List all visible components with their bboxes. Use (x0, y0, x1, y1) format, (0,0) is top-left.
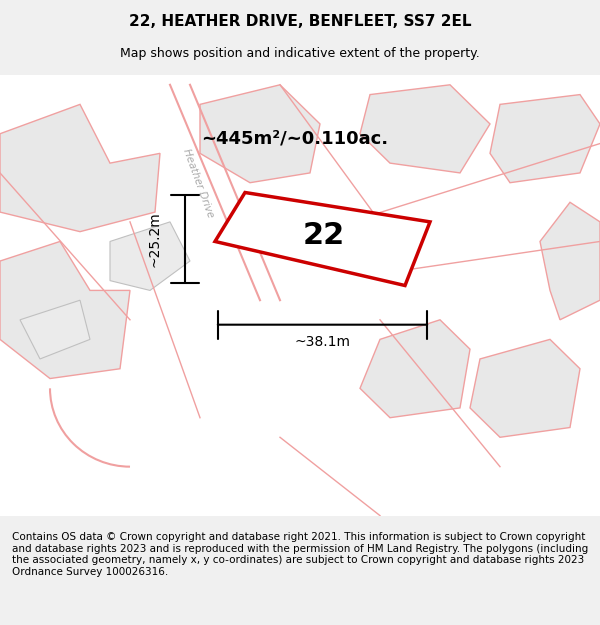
Polygon shape (200, 85, 320, 182)
Text: Map shows position and indicative extent of the property.: Map shows position and indicative extent… (120, 48, 480, 61)
Polygon shape (0, 241, 130, 379)
Polygon shape (470, 339, 580, 437)
Text: ~445m²/~0.110ac.: ~445m²/~0.110ac. (202, 129, 389, 148)
Polygon shape (490, 94, 600, 182)
Polygon shape (540, 202, 600, 320)
Text: ~25.2m: ~25.2m (148, 211, 162, 267)
Polygon shape (0, 104, 160, 232)
Polygon shape (20, 300, 90, 359)
Text: Heather Drive: Heather Drive (181, 147, 215, 219)
Polygon shape (360, 320, 470, 418)
Polygon shape (215, 192, 430, 286)
Polygon shape (360, 85, 490, 173)
Text: 22, HEATHER DRIVE, BENFLEET, SS7 2EL: 22, HEATHER DRIVE, BENFLEET, SS7 2EL (129, 14, 471, 29)
Polygon shape (110, 222, 190, 291)
Text: 22: 22 (302, 221, 345, 250)
Text: Contains OS data © Crown copyright and database right 2021. This information is : Contains OS data © Crown copyright and d… (12, 532, 588, 577)
Text: ~38.1m: ~38.1m (295, 336, 350, 349)
